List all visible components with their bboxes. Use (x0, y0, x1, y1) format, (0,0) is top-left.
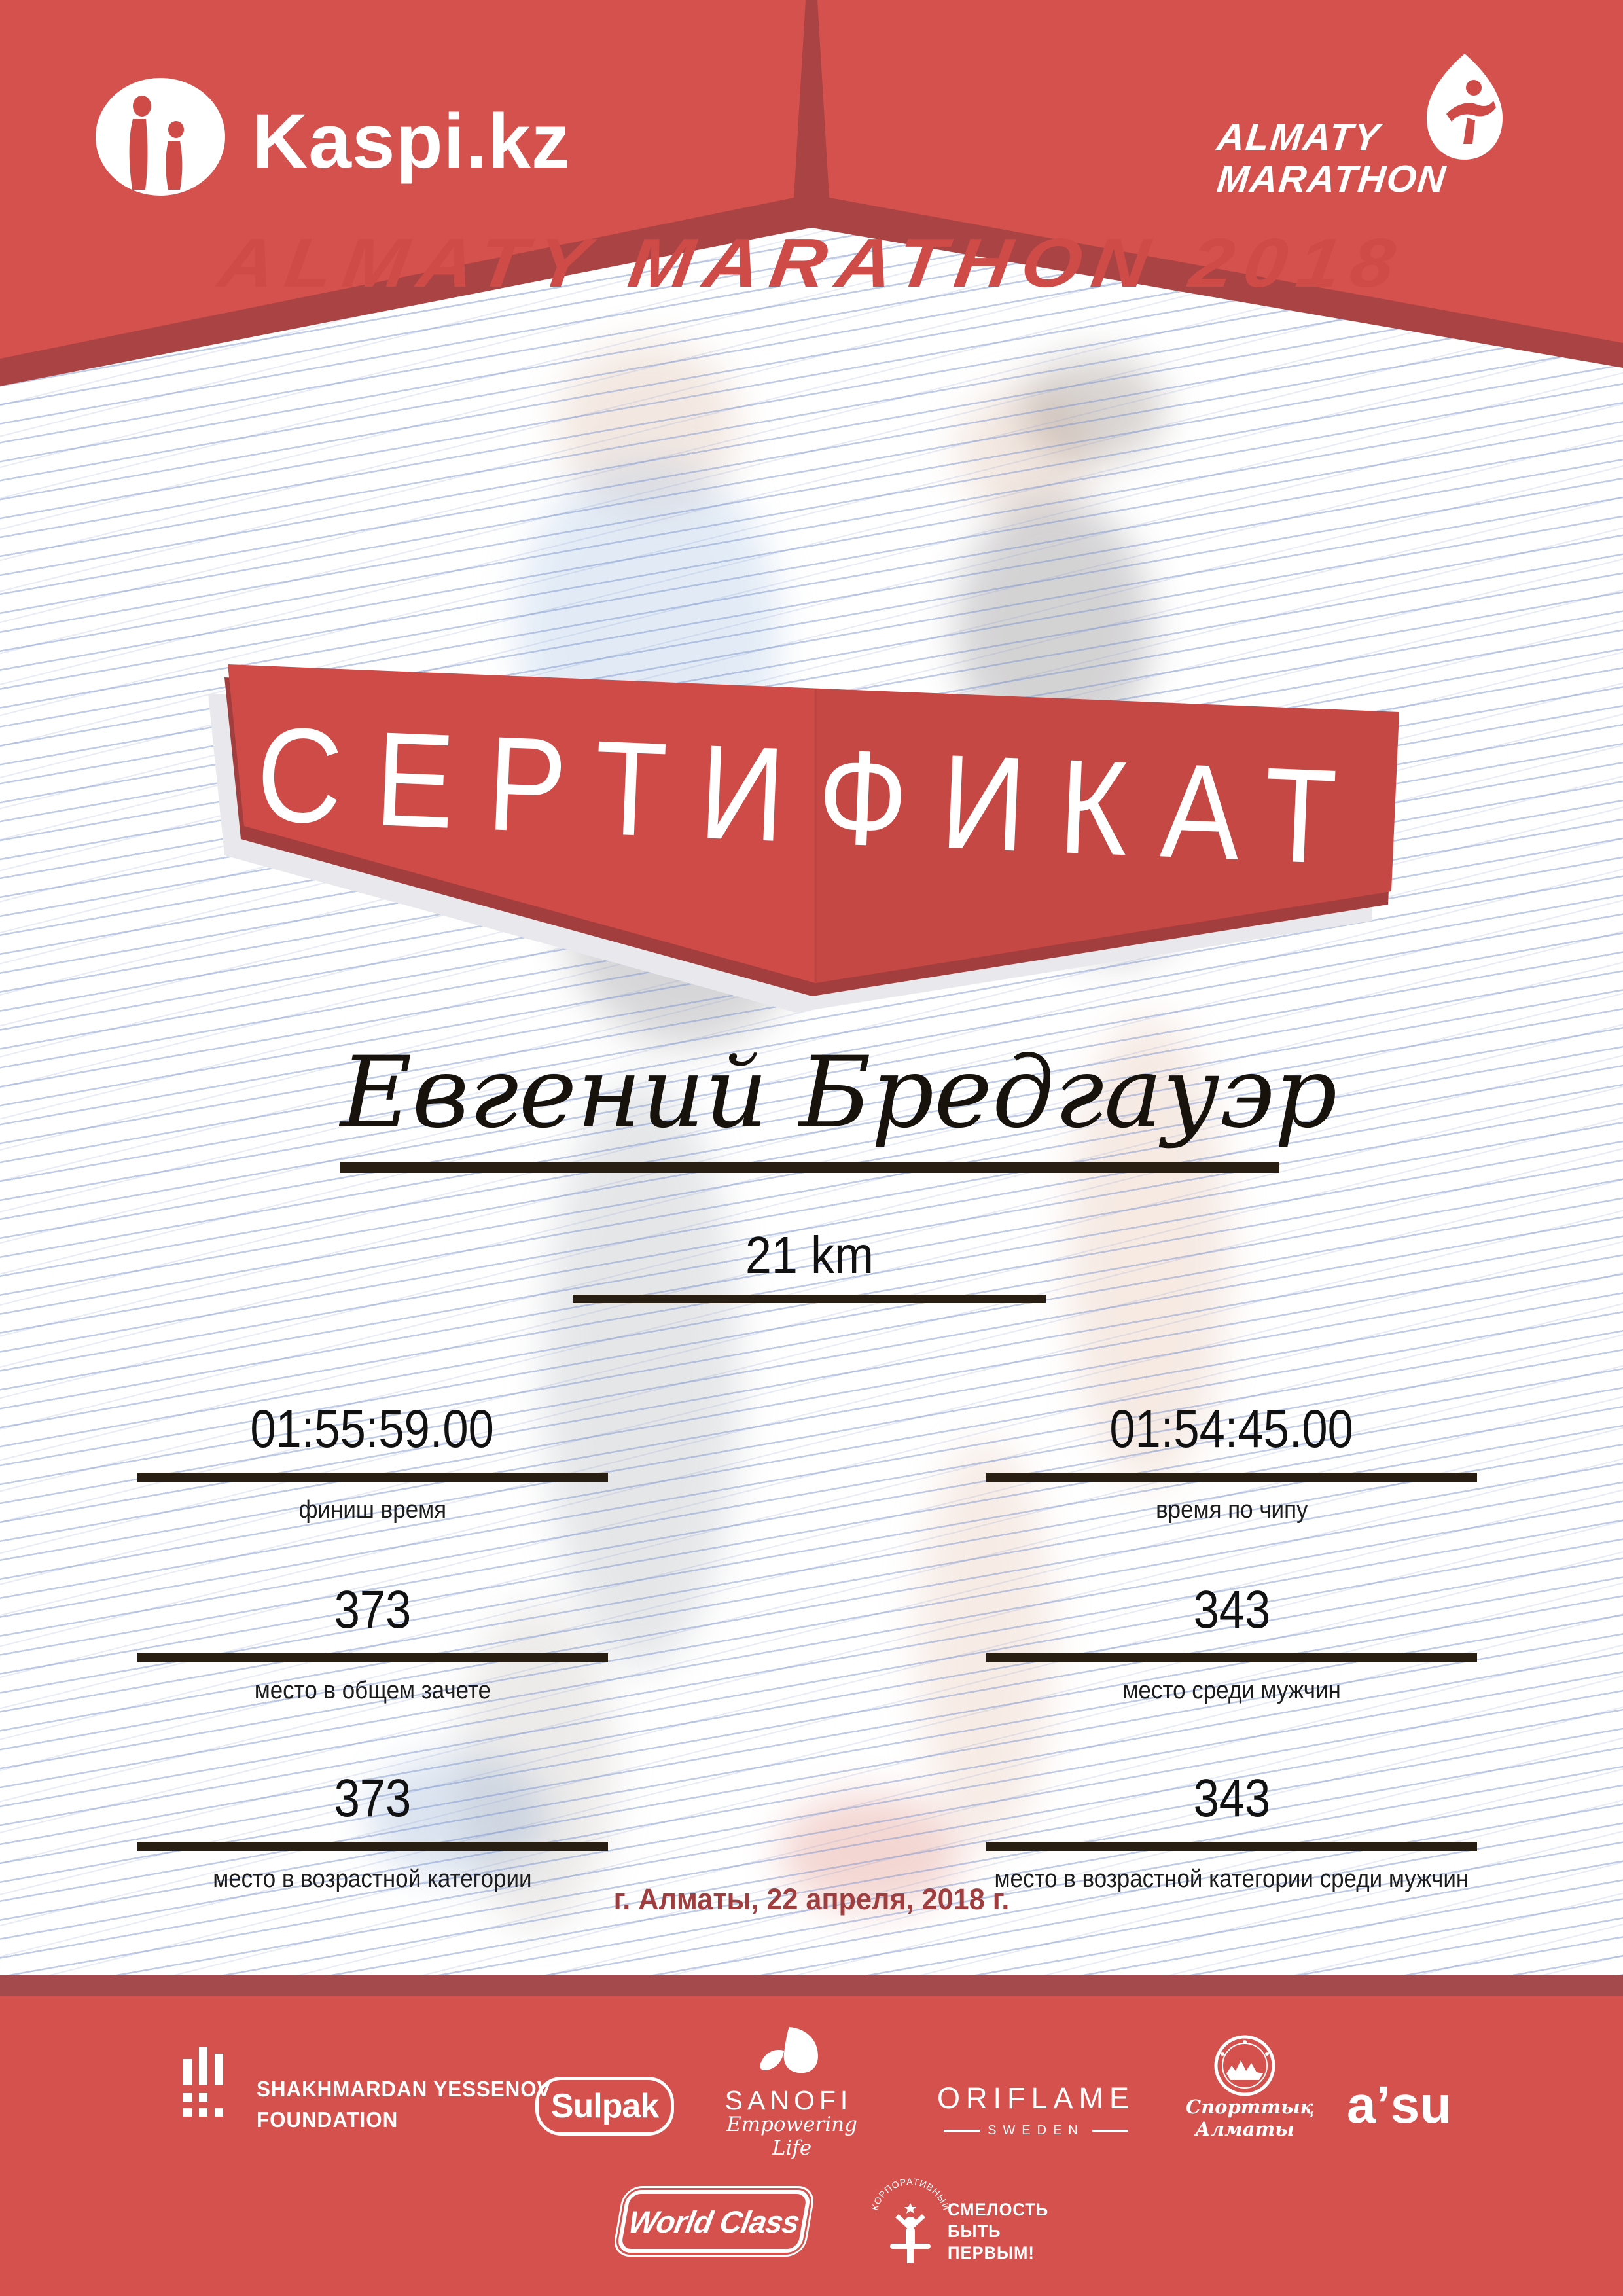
sporttyk-almaty-icon (1214, 2035, 1275, 2096)
oriflame-sub: SWEDEN (928, 2123, 1144, 2138)
kaspi-icon (96, 78, 225, 196)
photo-blob (916, 1440, 1054, 1846)
stat-underline (986, 1473, 1477, 1482)
photo-blob (556, 340, 740, 511)
event-title-text: ALMATY MARATHON 2018 (213, 224, 1410, 302)
fund-slogan: СМЕЛОСТЬ БЫТЬ ПЕРВЫМ! (948, 2199, 1054, 2264)
stat-underline (986, 1842, 1477, 1851)
kaspi-label: Kaspi.kz (252, 98, 571, 185)
stat-label: время по чипу (1155, 1496, 1308, 1524)
certificate-heading-text: СЕРТИФИКАТ (254, 698, 1373, 894)
yessenov-foundation-label: SHAKHMARDAN YESSENOV FOUNDATION (257, 2073, 567, 2135)
sulpak-label: Sulpak (550, 2087, 659, 2125)
sporttyk-almaty-label: Спорттық Алматы (1186, 2096, 1314, 2140)
asu-label: aʼsu (1347, 2075, 1452, 2134)
stat-men-place: 343 место среди мужчин (986, 1579, 1477, 1705)
stat-overall-place: 373 место в общем зачете (137, 1579, 608, 1705)
stat-chip-time: 01:54:45.00 время по чипу (986, 1398, 1477, 1524)
yessenov-line1: SHAKHMARDAN YESSENOV (257, 2077, 552, 2101)
footer-dark-strip (0, 1975, 1623, 1996)
fund-slogan-line2: БЫТЬ (948, 2221, 1001, 2241)
stat-underline (137, 1653, 608, 1662)
yessenov-line2: FOUNDATION (257, 2108, 399, 2132)
world-class-label: World Class (626, 2204, 802, 2239)
distance-value: 21 km (745, 1226, 874, 1284)
stat-label: место в возрастной категории среди мужчи… (994, 1865, 1469, 1893)
oriflame-dash-right (1092, 2130, 1128, 2132)
stat-age-men-place: 343 место в возрастной категории среди м… (986, 1767, 1477, 1893)
stat-age-place: 373 место в возрастной категории (137, 1767, 608, 1893)
stat-value: 01:54:45.00 (1109, 1399, 1354, 1459)
ribbon-main-shape (228, 664, 1399, 983)
fund-arc-text: КОРПОРАТИВНЫЙ ФОНД (863, 2172, 952, 2212)
fund-slogan-line1: СМЕЛОСТЬ (948, 2200, 1049, 2219)
almaty-marathon-logo-text: ALMATY MARATHON (1215, 116, 1449, 200)
stat-underline (137, 1473, 608, 1482)
yessenov-foundation-icon (183, 2047, 223, 2117)
photo-blob (1067, 1014, 1230, 1486)
photo-blob (779, 1793, 962, 1911)
stat-underline (986, 1653, 1477, 1662)
stat-label: место среди мужчин (1122, 1677, 1341, 1704)
banner-right-panel (817, 0, 1623, 343)
recipient-block: Евгений Бредгауэр (340, 1028, 1338, 1173)
marathon-logo-line2: MARATHON (1215, 158, 1449, 200)
almaty-marathon-icon (1427, 54, 1503, 160)
stat-label: финиш время (298, 1496, 446, 1524)
banner-left-panel (0, 0, 806, 359)
stat-finish-time: 01:55:59.00 финиш время (137, 1398, 608, 1524)
distance-underline (573, 1295, 1046, 1303)
stat-label: место в общем зачете (254, 1677, 491, 1704)
svg-text:КОРПОРАТИВНЫЙ ФОНД: КОРПОРАТИВНЫЙ ФОНД (863, 2172, 952, 2212)
sanofi-tagline: Empowering Life (726, 2113, 857, 2160)
oriflame-country: SWEDEN (988, 2123, 1084, 2138)
event-title: ALMATY MARATHON 2018 (0, 224, 1623, 303)
marathon-logo-line1: ALMATY (1215, 116, 1383, 158)
sanofi-label: SANOFI (724, 2085, 853, 2115)
stat-value: 343 (1193, 1768, 1270, 1828)
sanofi-icon (760, 2027, 818, 2073)
sporttyk-line2: Алматы (1195, 2118, 1294, 2140)
photo-blob (543, 1080, 740, 1669)
stat-label: место в возрастной категории (213, 1865, 532, 1893)
recipient-underline (340, 1162, 1279, 1173)
oriflame-dash-left (944, 2130, 980, 2132)
photo-blob (955, 386, 1093, 517)
oriflame-label: ORIFLAME (936, 2081, 1135, 2115)
photo-blob (1021, 353, 1165, 465)
asu-logo: aʼsu (1347, 2075, 1452, 2135)
fund-slogan-line3: ПЕРВЫМ! (948, 2243, 1035, 2263)
world-class-logo: World Class (616, 2190, 812, 2253)
sulpak-logo: Sulpak (535, 2077, 674, 2136)
stat-underline (137, 1842, 608, 1851)
photo-blob (366, 1754, 550, 1878)
distance-block: 21 km (573, 1225, 1046, 1303)
oriflame-logo: ORIFLAME SWEDEN (928, 2081, 1144, 2138)
stat-value: 01:55:59.00 (250, 1399, 495, 1459)
kaspi-logo-text: Kaspi.kz (252, 97, 571, 186)
stat-value: 373 (334, 1768, 411, 1828)
stat-value: 343 (1193, 1580, 1270, 1640)
city-date-text: г. Алматы, 22 апреля, 2018 г. (613, 1882, 1010, 1916)
stat-value: 373 (334, 1580, 411, 1640)
sporttyk-line1: Спорттық (1186, 2096, 1314, 2118)
city-date: г. Алматы, 22 апреля, 2018 г. (0, 1882, 1623, 1916)
ribbon-right-shade (815, 689, 1399, 983)
fund-emblem-icon: КОРПОРАТИВНЫЙ ФОНД (863, 2172, 952, 2263)
recipient-name: Евгений Бредгауэр (340, 1036, 1338, 1150)
